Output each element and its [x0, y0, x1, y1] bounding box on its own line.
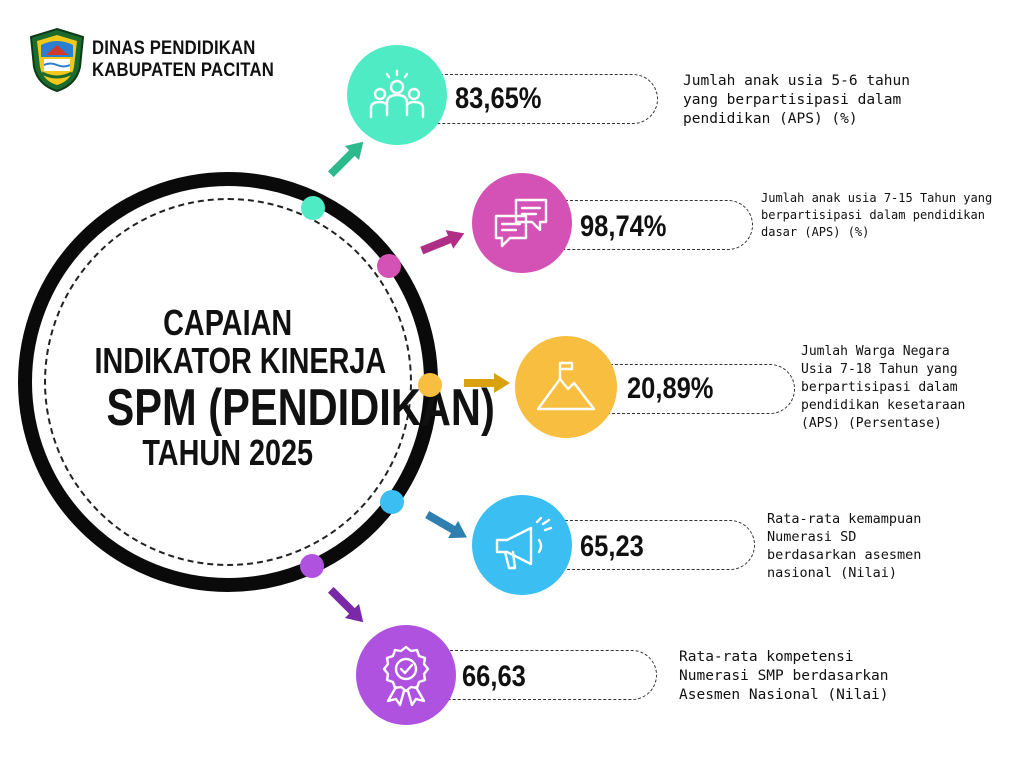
megaphone-icon — [495, 516, 553, 570]
indicator-4-badge — [472, 495, 572, 595]
indicator-2-value: 98,74% — [580, 210, 667, 243]
indicator-5-frame — [420, 650, 657, 700]
organization-name: DINAS PENDIDIKAN KABUPATEN PACITAN — [92, 38, 299, 82]
indicator-dot-3 — [418, 373, 442, 397]
indicator-2-description: Jumlah anak usia 7-15 Tahun yang berpart… — [761, 191, 993, 239]
indicator-5-value: 66,63 — [462, 660, 526, 693]
indicator-5-badge — [356, 625, 456, 725]
indicator-2-frame — [545, 200, 753, 250]
indicator-1-badge — [347, 45, 447, 145]
indicator-dot-5 — [300, 554, 324, 578]
arrow-icon-4 — [425, 511, 467, 539]
indicator-3-value: 20,89% — [627, 372, 714, 405]
title-line-2: INDIKATOR KINERJA — [94, 340, 387, 381]
arrow-icon-2 — [420, 230, 465, 255]
arrow-icon-1 — [327, 141, 364, 178]
title-line-3: SPM (PENDIDIKAN) — [106, 379, 495, 437]
title-line-1: CAPAIAN — [163, 302, 293, 343]
indicator-1-frame — [420, 74, 658, 124]
indicator-4-frame — [545, 520, 755, 570]
arrow-icon-3 — [464, 373, 510, 393]
indicator-3-badge — [515, 336, 617, 438]
main-circle-dashed — [44, 198, 412, 566]
indicator-3-description: Jumlah Warga Negara Usia 7-18 Tahun yang… — [801, 344, 966, 431]
indicator-dot-4 — [380, 490, 404, 514]
org-line-2: KABUPATEN PACITAN — [92, 60, 274, 81]
chat-bubbles-icon — [494, 198, 548, 248]
indicator-3-frame — [590, 364, 795, 414]
indicator-4-value: 65,23 — [580, 530, 644, 563]
arrow-icon-5 — [327, 586, 364, 623]
pacitan-regency-logo — [28, 27, 86, 93]
title-line-4: TAHUN 2025 — [142, 432, 314, 473]
mountain-flag-icon — [536, 361, 596, 411]
indicator-dot-2 — [377, 254, 401, 278]
indicator-4-description: Rata-rata kemampuan Numerasi SD berdasar… — [767, 511, 922, 581]
indicator-1-description: Jumlah anak usia 5-6 tahun yang berparti… — [683, 73, 910, 127]
indicator-dot-1 — [301, 196, 325, 220]
group-icon — [369, 69, 425, 119]
org-line-1: DINAS PENDIDIKAN — [92, 38, 256, 59]
indicator-2-badge — [472, 173, 572, 273]
indicator-1-value: 83,65% — [455, 82, 542, 115]
award-badge-icon — [382, 645, 430, 707]
indicator-5-description: Rata-rata kompetensi Numerasi SMP berdas… — [679, 649, 889, 703]
